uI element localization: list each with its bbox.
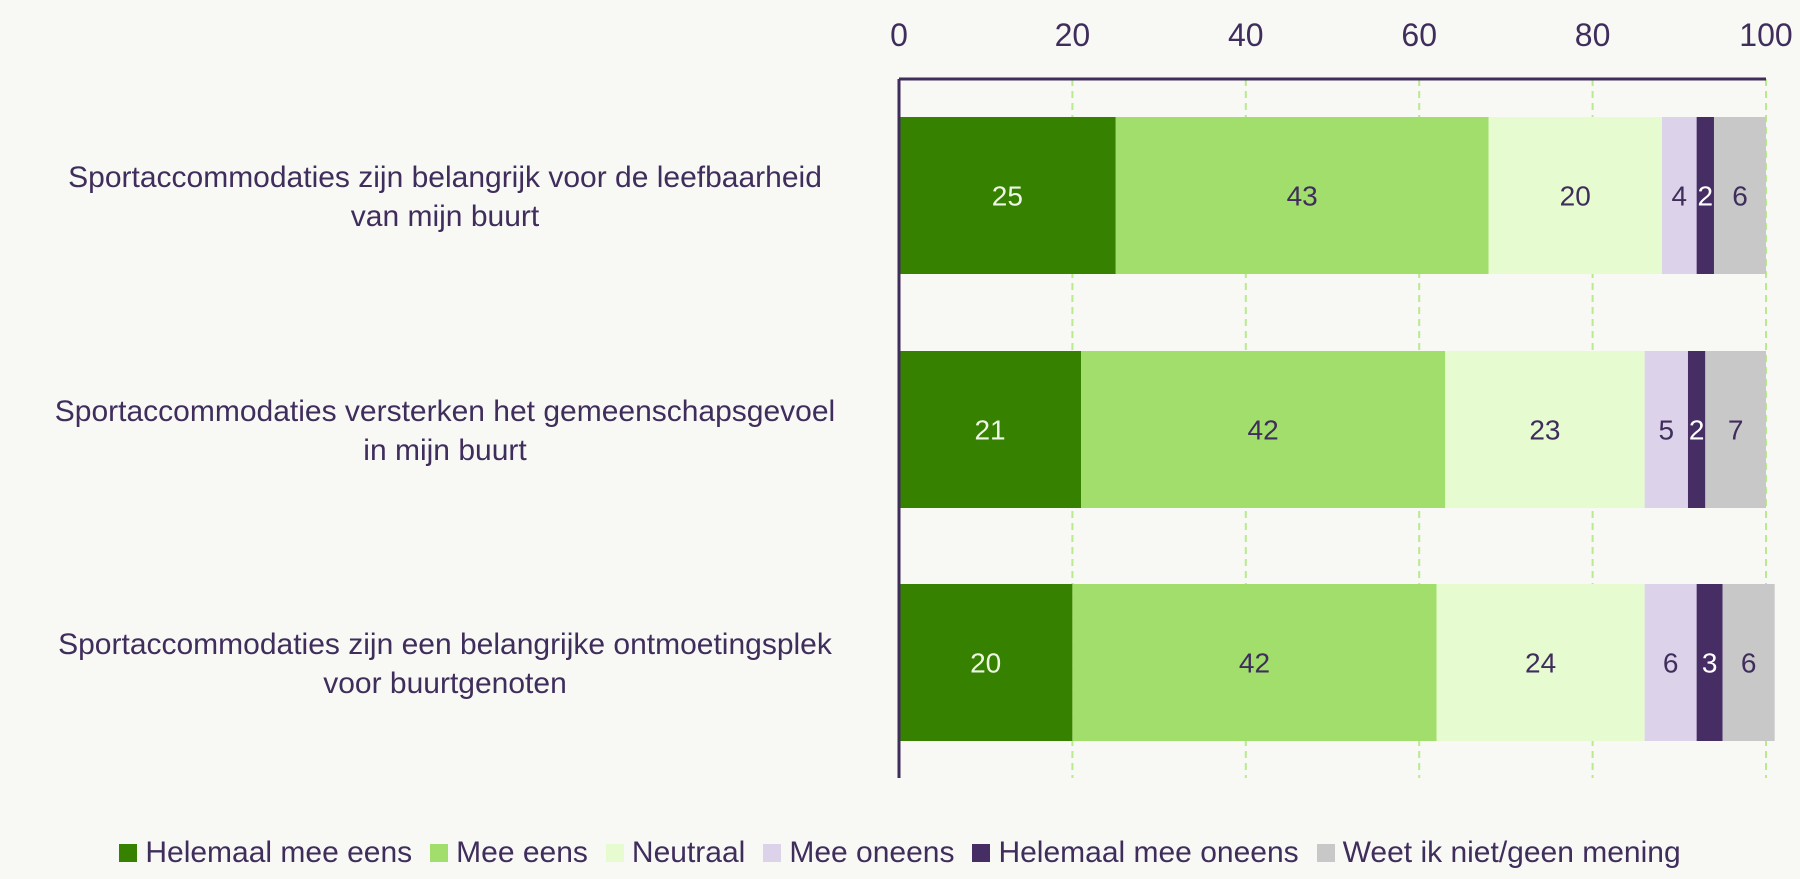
category-label: voor buurtgenoten [323,667,567,700]
legend-label: Helemaal mee eens [145,836,413,869]
data-label: 42 [1239,648,1270,679]
data-label: 2 [1689,415,1705,446]
data-label: 6 [1732,181,1748,212]
legend-swatch [430,844,449,862]
legend-label: Mee eens [456,836,588,869]
data-label: 20 [1560,181,1591,212]
data-label: 23 [1529,415,1560,446]
data-label: 4 [1672,181,1688,212]
category-labels: Sportaccommodaties zijn belangrijk voor … [55,161,835,700]
tick-label: 60 [1401,17,1437,53]
bar-segment [899,584,1073,741]
bars: 25 43 20 4 2 621 42 23 5 2 720 42 24 6 3 6 [899,117,1775,741]
bar-segment [1644,584,1697,741]
legend-swatch [972,844,991,862]
bar-segment [1436,584,1645,741]
data-label: 21 [974,415,1005,446]
legend-label: Mee oneens [789,836,955,869]
tick-label: 0 [890,17,908,53]
data-label: 2 [1698,181,1714,212]
data-label: 43 [1287,181,1318,212]
legend-swatch [605,844,624,862]
legend-swatch [119,844,138,862]
bar-segment [1696,117,1714,274]
legend-item: Helemaal mee eens [119,836,412,870]
bar-segment [1722,584,1775,741]
data-label: 3 [1702,648,1718,679]
axes [897,77,1766,778]
bar-segment [1644,351,1688,508]
tick-label: 40 [1228,17,1264,53]
bar-segment [1115,117,1489,274]
legend-label: Weet ik niet/geen mening [1342,836,1681,869]
data-label: 25 [992,181,1023,212]
tick-label: 80 [1575,17,1611,53]
data-label: 7 [1728,415,1744,446]
data-label: 20 [970,648,1001,679]
bar-segment [1687,351,1706,508]
legend-item: Helemaal mee oneens [972,836,1299,870]
legend: Helemaal mee eens Mee eens Neutraal Mee one… [0,836,1800,870]
data-label: 6 [1663,648,1679,679]
category-label: Sportaccommodaties zijn een belangrijke … [58,628,833,661]
data-label: 24 [1525,648,1556,679]
legend-swatch [1316,844,1335,862]
bar-segment [1445,351,1645,508]
category-label: Sportaccommodaties zijn belangrijk voor … [68,161,822,194]
data-label: 5 [1659,415,1675,446]
tick-labels: 0 20 40 60 80 100 [890,17,1793,53]
legend-label: Helemaal mee oneens [998,836,1299,869]
bar-segment [1488,117,1662,274]
legend-item: Weet ik niet/geen mening [1316,836,1681,870]
bar-segment [1081,351,1446,508]
legend-item: Mee oneens [763,836,954,870]
tick-label: 100 [1739,17,1792,53]
tick-label: 20 [1055,17,1091,53]
bar-segment [1713,117,1766,274]
bar-segment [899,351,1082,508]
bar-segment [1696,584,1723,741]
data-label: 6 [1741,648,1757,679]
category-label: van mijn buurt [351,200,540,233]
legend-swatch [763,844,782,862]
bar-segment [1661,117,1697,274]
category-label: in mijn buurt [363,434,527,467]
bar-segment [1072,584,1437,741]
legend-label: Neutraal [631,836,746,869]
legend-item: Mee eens [430,836,588,870]
bar-segment [899,117,1116,274]
category-label: Sportaccommodaties versterken het gemeen… [55,395,835,428]
bar-segment [1705,351,1766,508]
data-label: 42 [1248,415,1279,446]
legend-item: Neutraal [605,836,746,870]
